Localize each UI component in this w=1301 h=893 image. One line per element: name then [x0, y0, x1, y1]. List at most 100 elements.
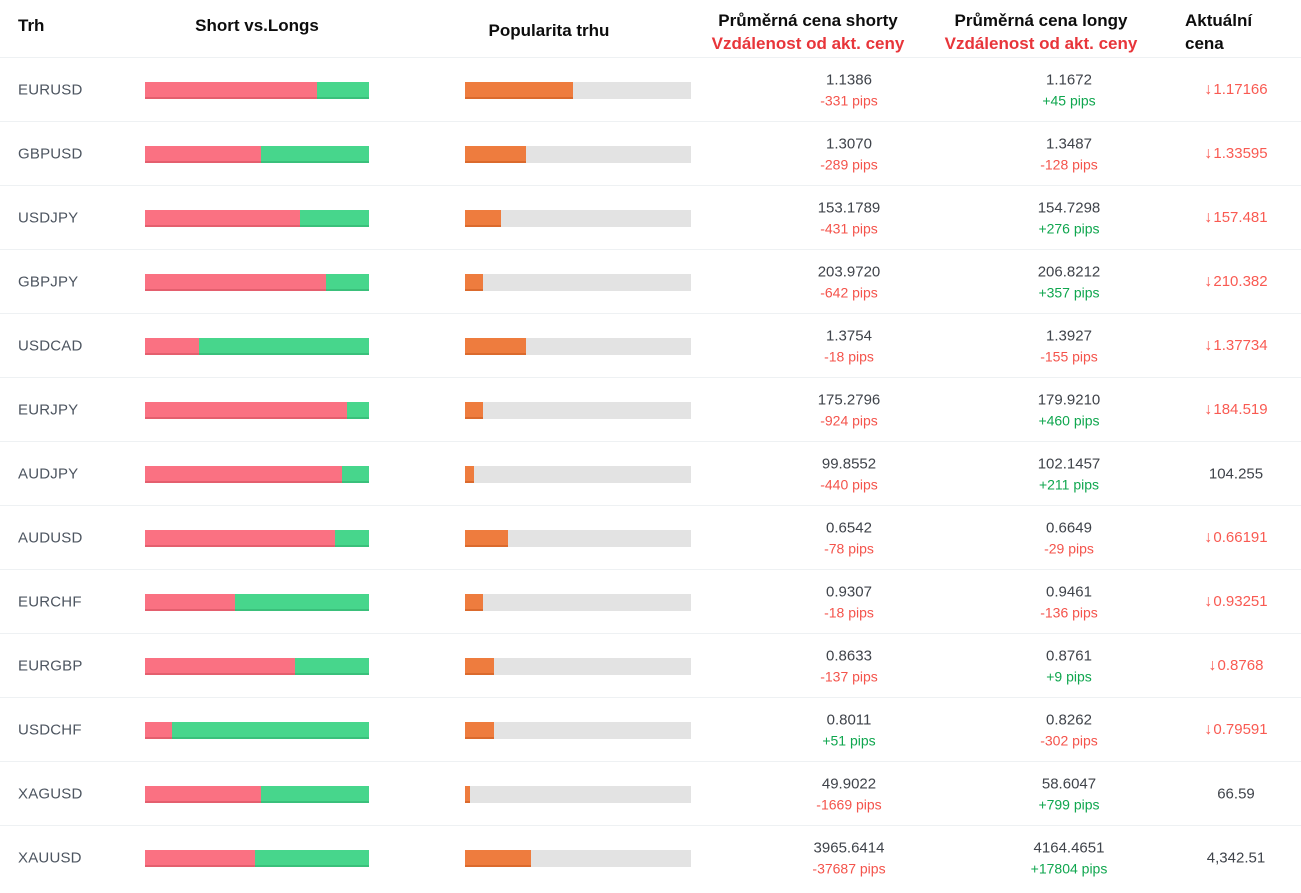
popularity-bar — [465, 850, 691, 867]
header-current-line2: cena — [1185, 34, 1224, 53]
avg-long-cell: 0.8262 -302 pips — [969, 709, 1169, 750]
long-price: 0.6649 — [1046, 519, 1092, 536]
table-row[interactable]: USDJPY 153.1789 -431 pips 154.7298 +276 … — [0, 185, 1301, 249]
short-pips-distance: -18 pips — [824, 604, 874, 620]
current-price-value: 0.93251 — [1213, 592, 1268, 610]
short-pips-distance: -642 pips — [820, 284, 878, 300]
header-avg-short-subtitle: Vzdálenost od akt. ceny — [711, 34, 905, 53]
current-price-value: 1.37734 — [1213, 336, 1268, 354]
avg-short-cell: 49.9022 -1669 pips — [749, 773, 949, 814]
table-row[interactable]: EURJPY 175.2796 -924 pips 179.9210 +460 … — [0, 377, 1301, 441]
current-price-cell: 104.255 — [1156, 465, 1301, 482]
header-current-line1: Aktuální — [1185, 11, 1253, 30]
avg-short-cell: 0.8633 -137 pips — [749, 645, 949, 686]
short-vs-long-bar — [145, 82, 369, 99]
table-row[interactable]: AUDJPY 99.8552 -440 pips 102.1457 +211 p… — [0, 441, 1301, 505]
avg-short-cell: 0.8011 +51 pips — [749, 709, 949, 750]
popularity-bar-fill — [465, 530, 508, 547]
short-vs-long-bar — [145, 274, 369, 291]
table-row[interactable]: AUDUSD 0.6542 -78 pips 0.6649 -29 pips ↓… — [0, 505, 1301, 569]
popularity-bar — [465, 210, 691, 227]
long-bar-segment — [295, 658, 369, 675]
down-arrow-icon: ↓ — [1204, 528, 1213, 546]
avg-long-cell: 102.1457 +211 pips — [969, 453, 1169, 494]
long-bar-segment — [261, 146, 369, 163]
current-price-value: 104.255 — [1208, 465, 1264, 482]
current-price-value: 4,342.51 — [1206, 849, 1266, 866]
short-bar-segment — [145, 530, 336, 547]
table-row[interactable]: XAGUSD 49.9022 -1669 pips 58.6047 +799 p… — [0, 761, 1301, 825]
short-bar-segment — [145, 402, 347, 419]
down-arrow-icon: ↓ — [1204, 400, 1213, 418]
long-bar-segment — [326, 274, 369, 291]
short-pips-distance: -18 pips — [824, 348, 874, 364]
long-bar-segment — [171, 722, 369, 739]
market-label: EURCHF — [18, 593, 82, 610]
long-pips-distance: +460 pips — [1038, 412, 1100, 428]
short-price: 0.8633 — [826, 647, 872, 664]
avg-short-cell: 1.1386 -331 pips — [749, 69, 949, 110]
avg-long-cell: 58.6047 +799 pips — [969, 773, 1169, 814]
long-price: 0.9461 — [1046, 583, 1092, 600]
avg-short-cell: 0.9307 -18 pips — [749, 581, 949, 622]
table-row[interactable]: EURUSD 1.1386 -331 pips 1.1672 +45 pips … — [0, 57, 1301, 121]
short-pips-distance: -924 pips — [820, 412, 878, 428]
short-vs-long-bar — [145, 210, 369, 227]
short-bar-segment — [145, 786, 262, 803]
table-row[interactable]: GBPUSD 1.3070 -289 pips 1.3487 -128 pips… — [0, 121, 1301, 185]
down-arrow-icon: ↓ — [1204, 720, 1213, 738]
long-bar-segment — [234, 594, 369, 611]
popularity-bar — [465, 466, 691, 483]
market-label: EURUSD — [18, 81, 83, 98]
long-pips-distance: +17804 pips — [1030, 860, 1108, 876]
short-pips-distance: -431 pips — [820, 220, 878, 236]
short-price: 49.9022 — [821, 775, 877, 792]
long-pips-distance: +9 pips — [1046, 668, 1092, 684]
current-price-value: 1.17166 — [1213, 80, 1268, 98]
long-bar-segment — [299, 210, 369, 227]
long-pips-distance: +799 pips — [1038, 796, 1100, 812]
avg-short-cell: 99.8552 -440 pips — [749, 453, 949, 494]
long-price: 179.9210 — [1037, 391, 1101, 408]
current-price-value: 0.79591 — [1213, 720, 1268, 738]
long-pips-distance: +357 pips — [1038, 284, 1100, 300]
short-bar-segment — [145, 210, 300, 227]
popularity-bar-fill — [465, 338, 527, 355]
market-label: GBPJPY — [18, 273, 79, 290]
short-vs-long-bar — [145, 466, 369, 483]
down-arrow-icon: ↓ — [1204, 272, 1213, 290]
table-row[interactable]: EURGBP 0.8633 -137 pips 0.8761 +9 pips ↓… — [0, 633, 1301, 697]
current-price-cell: ↓1.33595 — [1156, 145, 1301, 163]
short-vs-long-bar — [145, 146, 369, 163]
short-bar-segment — [145, 722, 172, 739]
short-pips-distance: -440 pips — [820, 476, 878, 492]
popularity-bar — [465, 82, 691, 99]
table-row[interactable]: USDCHF 0.8011 +51 pips 0.8262 -302 pips … — [0, 697, 1301, 761]
popularity-bar — [465, 402, 691, 419]
long-pips-distance: +211 pips — [1038, 476, 1100, 492]
avg-short-cell: 203.9720 -642 pips — [749, 261, 949, 302]
header-avg-long: Průměrná cena longy Vzdálenost od akt. c… — [945, 9, 1138, 55]
long-pips-distance: -29 pips — [1044, 540, 1094, 556]
long-price: 1.3927 — [1046, 327, 1092, 344]
long-bar-segment — [317, 82, 369, 99]
current-price-cell: ↓0.93251 — [1156, 593, 1301, 611]
popularity-bar — [465, 594, 691, 611]
popularity-bar-fill — [465, 146, 527, 163]
short-pips-distance: -1669 pips — [816, 796, 882, 812]
long-price: 0.8761 — [1046, 647, 1092, 664]
long-price: 58.6047 — [1041, 775, 1097, 792]
popularity-bar — [465, 146, 691, 163]
table-row[interactable]: GBPJPY 203.9720 -642 pips 206.8212 +357 … — [0, 249, 1301, 313]
market-label: XAGUSD — [18, 785, 83, 802]
table-row[interactable]: USDCAD 1.3754 -18 pips 1.3927 -155 pips … — [0, 313, 1301, 377]
table-row[interactable]: EURCHF 0.9307 -18 pips 0.9461 -136 pips … — [0, 569, 1301, 633]
current-price-cell: ↓1.37734 — [1156, 337, 1301, 355]
current-price-cell: 66.59 — [1156, 785, 1301, 802]
avg-long-cell: 206.8212 +357 pips — [969, 261, 1169, 302]
table-header: Trh Short vs.Longs Popularita trhu Průmě… — [0, 0, 1301, 57]
long-pips-distance: -128 pips — [1040, 156, 1098, 172]
table-row[interactable]: XAUUSD 3965.6414 -37687 pips 4164.4651 +… — [0, 825, 1301, 889]
down-arrow-icon: ↓ — [1204, 336, 1213, 354]
popularity-bar-fill — [465, 722, 495, 739]
